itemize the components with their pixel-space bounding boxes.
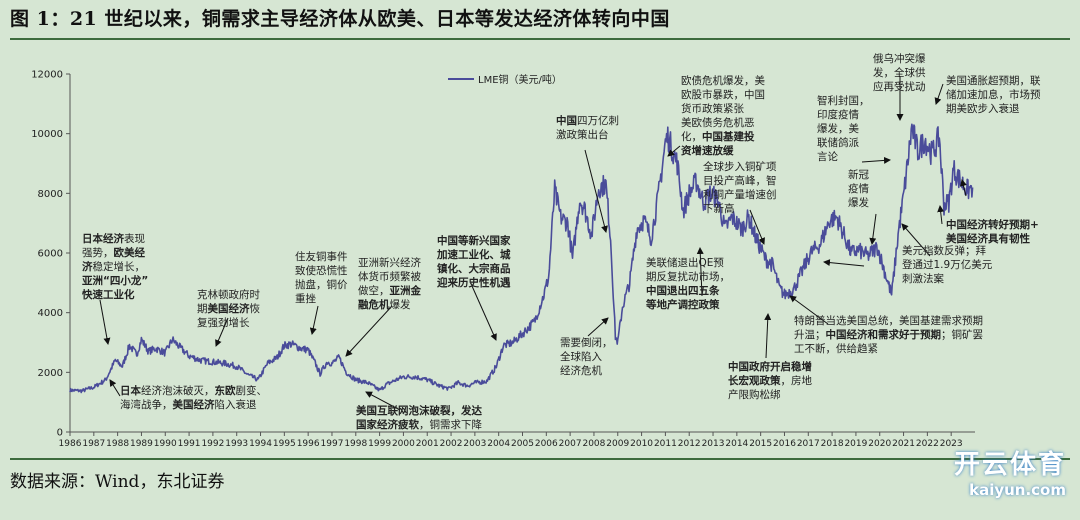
x-tick-label: 2000 bbox=[392, 439, 415, 449]
x-tick-label: 2009 bbox=[606, 439, 629, 449]
annotation-arrow bbox=[309, 305, 319, 335]
annotation-arrow bbox=[901, 223, 931, 257]
source-note: 数据来源：Wind，东北证券 bbox=[10, 472, 225, 492]
y-tick-label: 2000 bbox=[38, 368, 63, 379]
watermark-main: 开云体育 bbox=[953, 450, 1066, 480]
x-tick-label: 2018 bbox=[821, 439, 844, 449]
annotation-arrow bbox=[861, 156, 891, 164]
x-tick-label: 2023 bbox=[940, 439, 963, 449]
figure-title: 图 1：21 世纪以来，铜需求主导经济体从欧美、日本等发达经济体转向中国 bbox=[10, 8, 670, 30]
annotation-arrow bbox=[109, 379, 121, 397]
annotation-arrow bbox=[587, 317, 609, 337]
annotation-arrows bbox=[99, 76, 967, 411]
series-line-lme-copper bbox=[69, 123, 974, 394]
x-tick-label: 2014 bbox=[725, 439, 748, 449]
annotation-china-recovery: 中国经济转好预期+ 美国经济具有韧性 bbox=[946, 219, 1039, 245]
x-tick-label: 1995 bbox=[273, 439, 296, 449]
annotation-arrow bbox=[823, 259, 865, 267]
annotation-euro-debt: 欧债危机爆发，美 欧股市暴跌，中国 货币政策紧张 美欧债务危机恶 化，中国基建投… bbox=[681, 75, 765, 157]
x-tick-label: 2015 bbox=[749, 439, 772, 449]
y-tick-label: 12000 bbox=[31, 70, 63, 81]
series-group: LME铜（美元/吨） bbox=[69, 73, 974, 394]
bottom-rule bbox=[10, 458, 1070, 460]
annotation-arrow bbox=[789, 295, 829, 325]
annotation-four-trillion: 中国四万亿刺 激政策出台 bbox=[556, 115, 619, 141]
x-tick-label: 2021 bbox=[892, 439, 915, 449]
annotation-copper-mine: 全球步入铜矿项 目投产高峰，智 利铜产量增速创 下新高 bbox=[703, 161, 777, 215]
x-tick-label: 2001 bbox=[416, 439, 439, 449]
x-tick-label: 1988 bbox=[106, 439, 129, 449]
annotation-dollar: 美元指数反弹；拜 登通过1.9万亿美元 刺激法案 bbox=[902, 245, 993, 285]
x-tick-label: 2013 bbox=[702, 439, 725, 449]
y-tick-label: 10000 bbox=[31, 129, 63, 140]
annotation-arrow bbox=[937, 205, 945, 225]
x-tick-label: 2017 bbox=[797, 439, 820, 449]
x-tick-label: 2002 bbox=[440, 439, 463, 449]
annotation-arrow bbox=[934, 83, 944, 105]
x-tick-label: 2003 bbox=[463, 439, 486, 449]
x-tick-label: 1993 bbox=[225, 439, 248, 449]
x-tick-label: 2020 bbox=[868, 439, 891, 449]
annotation-arrow bbox=[696, 247, 704, 297]
annotation-asia-crisis: 亚洲新兴经济 体货币频繁被 做空，亚洲金 融危机爆发 bbox=[358, 257, 421, 311]
annotation-sumitomo: 住友铜事件 致使恐慌性 抛盘，铜价 重挫 bbox=[295, 251, 348, 305]
y-tick-label: 4000 bbox=[38, 308, 63, 319]
x-tick-label: 1994 bbox=[249, 439, 272, 449]
legend-label: LME铜（美元/吨） bbox=[478, 73, 562, 86]
x-tick-label: 1990 bbox=[154, 439, 177, 449]
annotation-arrow bbox=[667, 145, 681, 157]
annotation-arrow bbox=[764, 313, 772, 359]
annotation-arrow bbox=[869, 213, 877, 245]
x-tick-label: 2012 bbox=[678, 439, 701, 449]
x-tick-label: 2022 bbox=[916, 439, 939, 449]
annotation-arrow bbox=[471, 285, 497, 341]
annotation-covid: 新冠 疫情 爆发 bbox=[848, 169, 869, 209]
annotation-arrow bbox=[749, 209, 765, 245]
x-tick-label: 1996 bbox=[297, 439, 320, 449]
annotation-trump: 特朗普当选美国总统，美国基建需求预期 升温；中国经济和需求好于预期；铜矿罢 工不… bbox=[794, 315, 983, 355]
annotation-stabilize: 中国政府开启稳增 长宏观政策，房地 产限购松绑 bbox=[728, 361, 812, 401]
y-tick-label: 8000 bbox=[38, 189, 63, 200]
x-tick-label: 1989 bbox=[130, 439, 153, 449]
x-tick-label: 2016 bbox=[773, 439, 796, 449]
x-tick-label: 2007 bbox=[559, 439, 582, 449]
annotation-arrow bbox=[584, 149, 608, 233]
annotation-inflation: 美国通胀超预期，联 储加速加息，市场预 期美欧步入衰退 bbox=[946, 75, 1041, 115]
annotation-arrow bbox=[365, 391, 401, 411]
annotation-chile: 智利封国， 印度疫情 爆发，美 联储鸽派 言论 bbox=[817, 95, 870, 163]
annotation-arrow bbox=[99, 299, 111, 345]
annotation-qe: 美联储退出QE预 期反复扰动市场， 中国退出四五条 等地产调控政策 bbox=[646, 257, 730, 311]
x-tick-label: 2008 bbox=[582, 439, 605, 449]
annotation-japan-bubble: 日本经济泡沫破灭，东欧剧变、 海湾战争，美国经济陷入衰退 bbox=[120, 385, 267, 411]
annotation-clinton: 克林顿政府时 期美国经济恢 复强劲增长 bbox=[197, 289, 260, 329]
x-tick-label: 1986 bbox=[59, 439, 82, 449]
x-tick-label: 1999 bbox=[368, 439, 391, 449]
annotation-china-industrial: 中国等新兴国家 加速工业化、城 镇化、大宗商品 迎来历史性机遇 bbox=[437, 235, 511, 289]
watermark: 开云体育 kaiyun.com bbox=[954, 444, 1066, 499]
annotation-russia-ukraine: 俄乌冲突爆 发，全球供 应再受扰动 bbox=[873, 53, 926, 93]
x-tick-label: 2010 bbox=[630, 439, 653, 449]
y-tick-label: 0 bbox=[57, 428, 63, 439]
y-tick-label: 6000 bbox=[38, 249, 63, 260]
annotation-arrow bbox=[960, 179, 967, 197]
annotation-crisis: 需要倒闭， 全球陷入 经济危机 bbox=[560, 337, 613, 377]
x-tick-label: 1987 bbox=[82, 439, 105, 449]
x-tick-label: 2004 bbox=[487, 439, 510, 449]
x-tick-label: 1991 bbox=[178, 439, 201, 449]
top-rule bbox=[10, 38, 1070, 40]
x-tick-label: 2011 bbox=[654, 439, 677, 449]
annotation-dotcom: 美国互联网泡沫破裂，发达 国家经济疲软，铜需求下降 bbox=[356, 405, 482, 431]
annotation-arrow bbox=[215, 317, 229, 347]
x-tick-label: 1998 bbox=[344, 439, 367, 449]
x-tick-label: 1997 bbox=[321, 439, 344, 449]
annotation-arrow bbox=[345, 305, 393, 357]
x-tick-label: 2019 bbox=[844, 439, 867, 449]
watermark-sub: kaiyun.com bbox=[969, 481, 1066, 499]
x-tick-label: 1992 bbox=[201, 439, 224, 449]
x-tick-label: 2005 bbox=[511, 439, 534, 449]
annotation-japan-strong: 日本经济表现 强势，欧美经 济稳定增长， 亚洲“四小龙” 快速工业化 bbox=[82, 233, 149, 301]
x-tick-label: 2006 bbox=[535, 439, 558, 449]
